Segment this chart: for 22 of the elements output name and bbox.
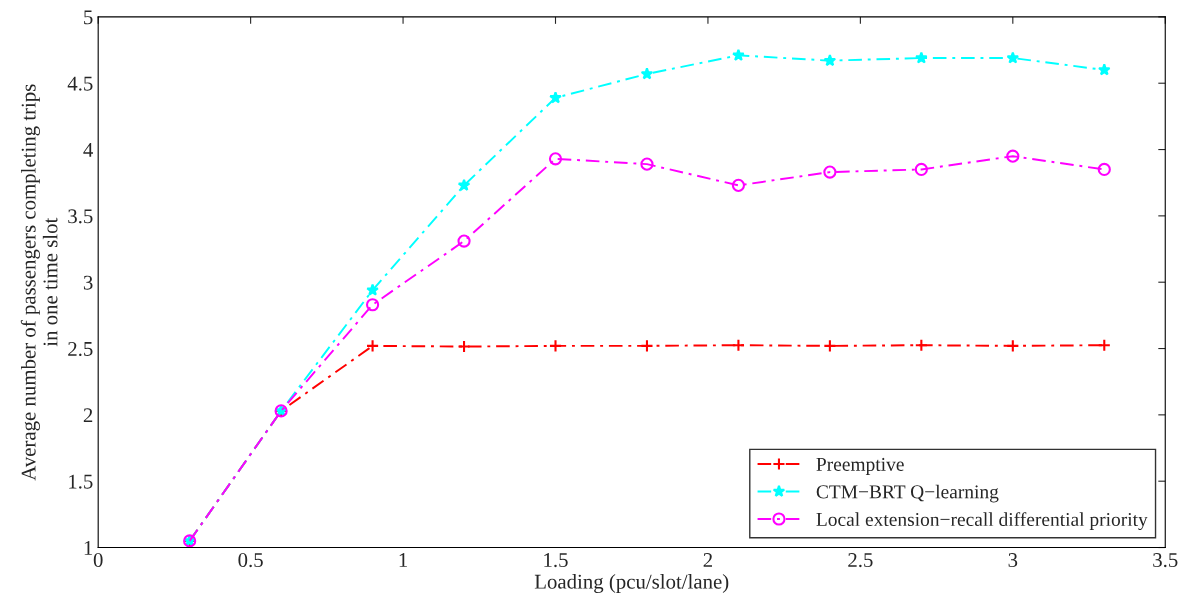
x-tick-label: 0 — [93, 552, 103, 568]
y-axis-title: Average number of passengers completing trips in one time slot — [20, 84, 58, 481]
x-axis-title: Loading (pcu/slot/lane) — [534, 574, 729, 594]
y-tick-label: 2.5 — [68, 341, 93, 357]
x-tick-label: 1 — [399, 553, 408, 567]
y-tick-label: 5 — [84, 10, 93, 25]
y-tick-label: 3 — [83, 275, 93, 290]
y-tick-label: 3.5 — [68, 209, 93, 224]
y-tick-label: 2 — [83, 408, 93, 423]
x-tick-label: 0.5 — [238, 552, 263, 568]
x-tick-label: 3 — [1008, 553, 1018, 568]
y-tick-label: 1.5 — [69, 474, 93, 489]
y-tick-label: 4 — [83, 143, 93, 157]
x-tick-label: 2 — [703, 553, 712, 567]
y-tick-label: 1 — [84, 541, 93, 555]
x-tick-label: 2.5 — [848, 553, 873, 568]
y-tick-label: 4.5 — [67, 76, 93, 91]
x-tick-label: 3.5 — [1153, 553, 1178, 568]
legend-label: Local extension−recall differential priority — [816, 512, 1148, 531]
legend-label: Preemptive — [816, 457, 904, 475]
x-tick-label: 1.5 — [544, 553, 568, 568]
legend-label: CTM−BRT Q−learning — [816, 484, 999, 503]
